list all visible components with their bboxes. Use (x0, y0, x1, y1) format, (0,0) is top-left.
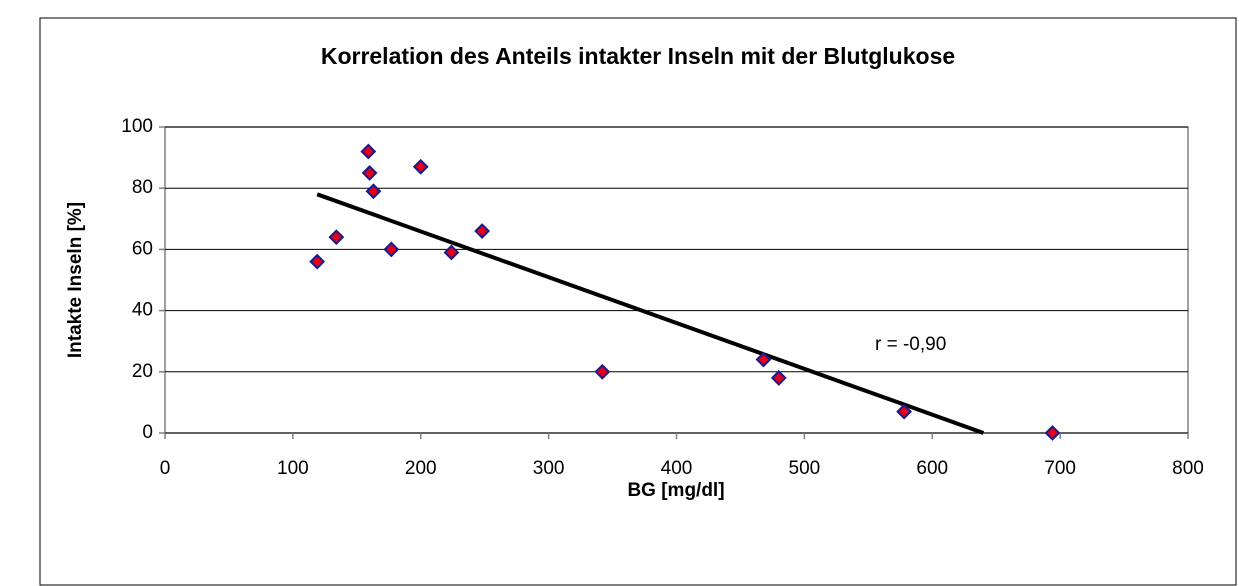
x-tick-label: 500 (789, 458, 821, 479)
point (474, 223, 491, 239)
y-tick-label: 100 (121, 116, 153, 137)
point (594, 363, 611, 380)
x-tick-label: 100 (277, 458, 309, 479)
x-tick-label: 700 (1044, 458, 1076, 479)
point (365, 183, 382, 200)
trend-line (316, 192, 985, 435)
y-tick-label: 20 (132, 361, 153, 382)
y-tick-label: 40 (132, 300, 153, 321)
point (1044, 425, 1061, 441)
y-tick-label: 80 (132, 177, 153, 198)
x-tick-label: 300 (533, 458, 565, 479)
point (309, 253, 326, 270)
x-tick-label: 200 (405, 458, 437, 479)
point (412, 158, 429, 175)
point (360, 143, 377, 160)
y-axis-title: Intakte Inseln [%] (65, 202, 86, 358)
y-tick-label: 0 (142, 422, 153, 443)
x-tick-label: 600 (916, 458, 948, 479)
x-tick-label: 800 (1172, 458, 1204, 479)
point (755, 351, 772, 368)
point (896, 403, 913, 420)
point (770, 370, 787, 386)
y-tick-label: 60 (132, 238, 153, 259)
point (361, 164, 378, 181)
chart-frame (39, 17, 1237, 586)
annotation: r = -0,90 (875, 334, 946, 355)
point (443, 244, 460, 261)
x-axis-title: BG [mg/dl] (627, 480, 724, 501)
x-tick-label: 400 (661, 458, 693, 479)
point (383, 241, 400, 258)
chart-title: Korrelation des Anteils intakter Inseln … (321, 43, 955, 69)
point (328, 229, 345, 246)
x-tick-label: 0 (160, 458, 171, 479)
